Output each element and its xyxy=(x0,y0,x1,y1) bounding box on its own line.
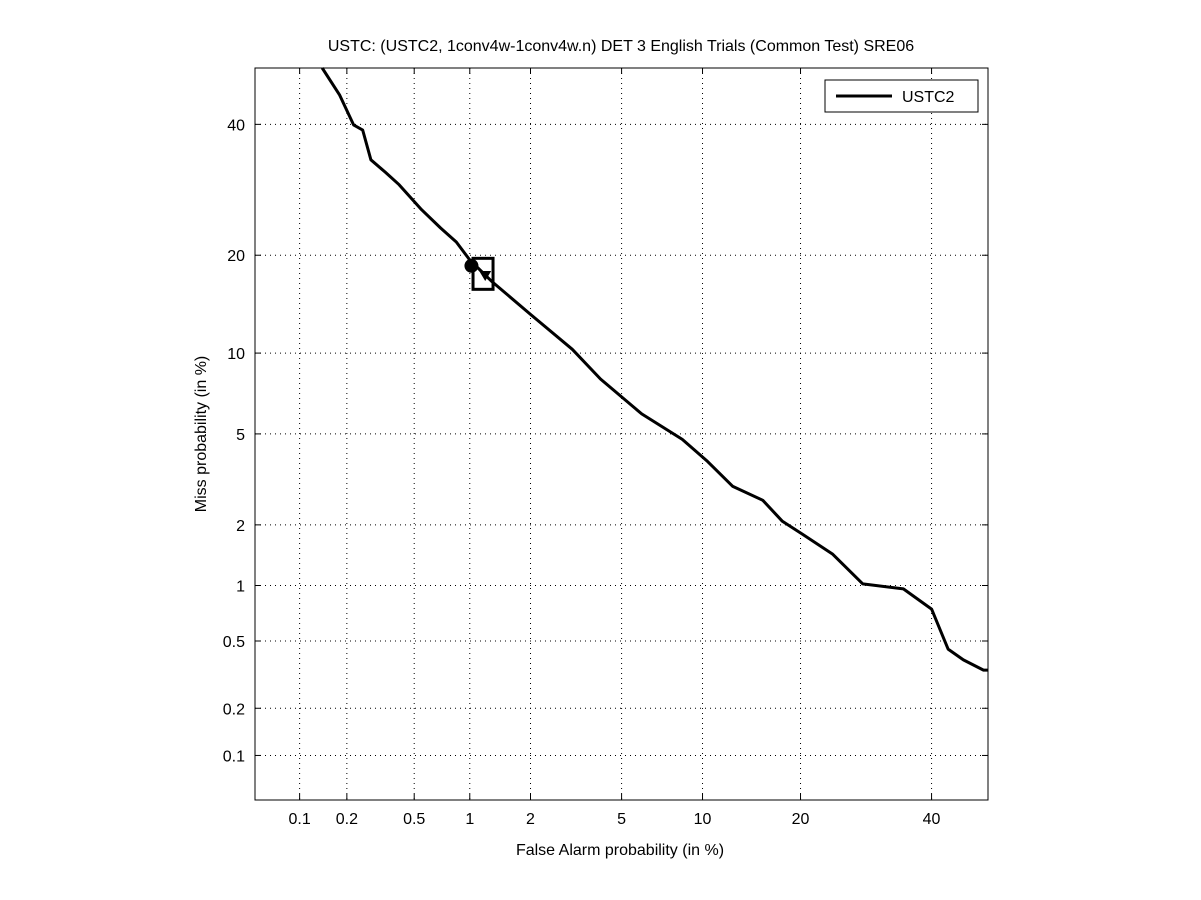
y-tick-label: 0.5 xyxy=(223,634,245,651)
y-tick-label: 0.2 xyxy=(223,701,245,718)
x-tick-label: 0.2 xyxy=(336,811,358,828)
legend: USTC2 xyxy=(824,79,979,113)
y-tick-label: 0.1 xyxy=(223,748,245,765)
legend-label: USTC2 xyxy=(902,89,955,106)
x-tick-label: 0.5 xyxy=(403,811,425,828)
x-tick-label: 20 xyxy=(792,811,810,828)
series-layer xyxy=(320,67,988,672)
grid xyxy=(255,68,988,800)
x-tick-label: 0.1 xyxy=(288,811,310,828)
min-dcf-circle-marker xyxy=(464,258,479,273)
y-tick-label: 20 xyxy=(227,248,245,265)
x-tick-label: 10 xyxy=(694,811,712,828)
ticks: 0.1 0.2 0.5 1 2 5 10 20 40 0.1 0.2 0.5 1 2 5 10 20 40 xyxy=(223,68,988,828)
series-line-ustc2 xyxy=(320,67,988,672)
x-tick-label: 40 xyxy=(923,811,941,828)
y-tick-label: 10 xyxy=(227,346,245,363)
y-axis-label: Miss probability (in %) xyxy=(193,356,210,512)
x-tick-label: 1 xyxy=(465,811,474,828)
chart-title: USTC: (USTC2, 1conv4w-1conv4w.n) DET 3 E… xyxy=(328,38,914,55)
x-tick-label: 2 xyxy=(526,811,535,828)
y-tick-label: 1 xyxy=(236,579,245,596)
actual-dcf-square-marker xyxy=(471,256,495,291)
x-axis-label: False Alarm probability (in %) xyxy=(516,842,724,859)
x-tick-label: 5 xyxy=(617,811,626,828)
y-tick-label: 2 xyxy=(236,518,245,535)
y-tick-label: 40 xyxy=(227,117,245,134)
y-tick-label: 5 xyxy=(236,427,245,444)
triangle-marker xyxy=(479,271,492,282)
